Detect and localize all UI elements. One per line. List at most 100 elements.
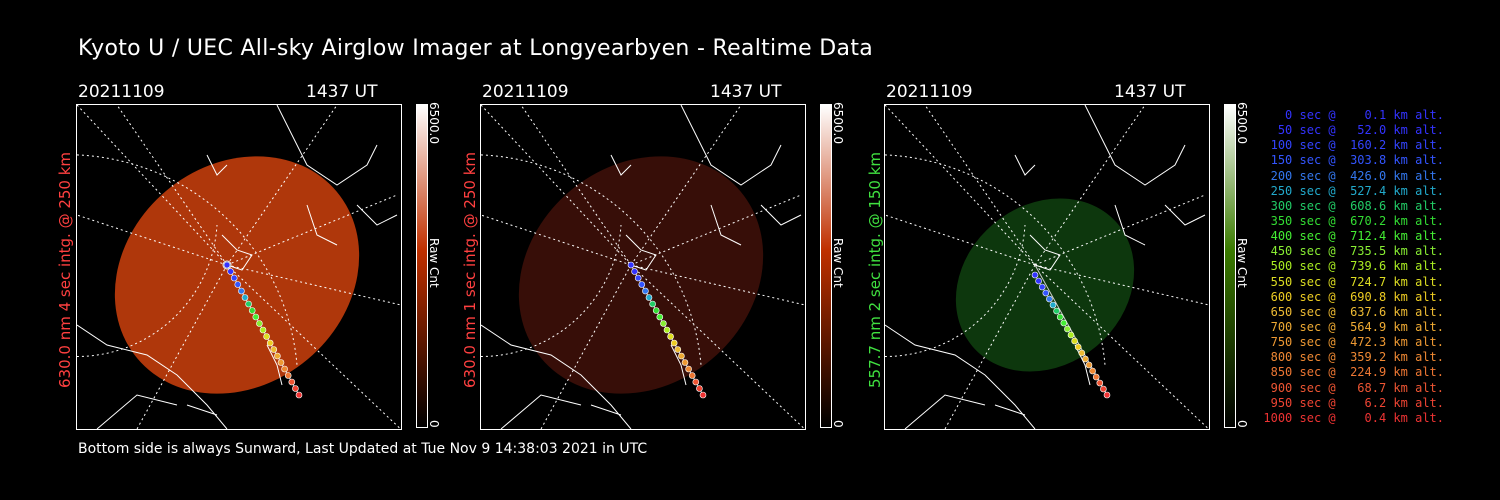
trajectory-point <box>692 378 700 386</box>
panel-3-date: 20211109 <box>886 82 973 102</box>
trajectory-point <box>685 365 692 373</box>
legend-entry: 1000 sec @ 0.4 km alt. <box>1263 410 1444 425</box>
panel-1-colorbar-label: Raw Cnt <box>427 238 441 288</box>
legend-entry: 350 sec @ 670.2 km alt. <box>1263 213 1444 228</box>
trajectory-point <box>248 307 256 314</box>
trajectory-point <box>638 281 646 288</box>
trajectory-point <box>1096 379 1104 387</box>
trajectory-legend: 0 sec @ 0.1 km alt. 50 sec @ 52.0 km alt… <box>1262 108 1444 426</box>
legend-entry: 250 sec @ 527.4 km alt. <box>1263 183 1444 198</box>
legend-entry: 600 sec @ 690.8 km alt. <box>1263 289 1444 304</box>
trajectory-point <box>696 385 703 392</box>
trajectory-point <box>681 359 689 366</box>
trajectory-point <box>642 287 649 295</box>
panel-2-date: 20211109 <box>482 82 569 102</box>
page-title: Kyoto U / UEC All-sky Airglow Imager at … <box>78 36 874 61</box>
trajectory-point <box>1071 337 1078 345</box>
panel-3-side-label: 557.7 nm 2 sec intg. @ 150 km <box>866 151 884 388</box>
panel-2-colorbar <box>820 104 832 428</box>
trajectory-point <box>288 378 296 386</box>
panel-1-side-label: 630.0 nm 4 sec intg. @ 250 km <box>56 151 74 388</box>
panel-3-grid-lines <box>885 105 1209 429</box>
legend-entry: 750 sec @ 472.3 km alt. <box>1263 335 1444 350</box>
panel-1-trajectory <box>222 260 303 399</box>
panel-2-allsky-map <box>480 104 806 430</box>
panel-1-colorbar-min: 0 <box>427 420 441 428</box>
legend-entry: 50 sec @ 52.0 km alt. <box>1263 123 1444 138</box>
trajectory-point <box>256 320 263 327</box>
trajectory-point <box>1049 301 1057 309</box>
panel-2-airglow-image <box>518 156 764 394</box>
legend-entry: 900 sec @ 68.7 km alt. <box>1263 380 1444 395</box>
panel-2-colorbar-min: 0 <box>831 420 845 428</box>
trajectory-point <box>656 313 664 321</box>
trajectory-point <box>1078 349 1086 357</box>
trajectory-point <box>277 359 285 366</box>
trajectory-point <box>674 346 682 353</box>
trajectory-point <box>1046 295 1053 303</box>
panel-1-colorbar <box>416 104 428 428</box>
trajectory-point <box>1060 319 1068 327</box>
trajectory-point <box>284 372 292 379</box>
panel-3-allsky-map <box>884 104 1210 430</box>
legend-entry: 300 sec @ 608.6 km alt. <box>1263 198 1444 213</box>
trajectory-point <box>667 333 674 340</box>
panel-3-coastlines <box>885 105 1206 429</box>
legend-entry: 550 sec @ 724.7 km alt. <box>1263 274 1444 289</box>
panel-3-colorbar-min: 0 <box>1235 420 1249 428</box>
trajectory-point <box>223 261 231 269</box>
trajectory-point <box>227 268 234 275</box>
trajectory-point <box>1103 391 1111 399</box>
trajectory-point <box>645 294 653 301</box>
panel-2-trajectory <box>627 261 707 399</box>
legend-entry: 800 sec @ 359.2 km alt. <box>1263 350 1444 365</box>
trajectory-point <box>1056 313 1064 321</box>
trajectory-point <box>688 372 696 379</box>
trajectory-point <box>652 307 660 314</box>
trajectory-point <box>1035 277 1042 285</box>
panel-2-grid-lines <box>481 105 805 429</box>
footer-update-note: Bottom side is always Sunward, Last Upda… <box>78 441 648 457</box>
trajectory-point <box>699 391 707 399</box>
trajectory-point <box>1092 373 1100 381</box>
legend-entry: 150 sec @ 303.8 km alt. <box>1263 153 1444 168</box>
panel-2-colorbar-max: 6500.0 <box>831 102 845 144</box>
trajectory-point <box>266 339 274 347</box>
legend-entry: 450 sec @ 735.5 km alt. <box>1263 244 1444 259</box>
legend-entry: 850 sec @ 224.9 km alt. <box>1263 365 1444 380</box>
trajectory-point <box>1082 355 1089 363</box>
trajectory-point <box>281 365 288 373</box>
trajectory-point <box>627 261 635 269</box>
panel-3-trajectory <box>1031 264 1111 399</box>
panel-3-colorbar <box>1224 104 1236 428</box>
panel-3-time: 1437 UT <box>1114 82 1186 102</box>
legend-entry: 400 sec @ 712.4 km alt. <box>1263 229 1444 244</box>
trajectory-point <box>1089 367 1096 375</box>
trajectory-point <box>1074 343 1082 351</box>
trajectory-point <box>270 346 278 353</box>
trajectory-point <box>663 326 671 334</box>
trajectory-point <box>670 339 678 347</box>
legend-entry: 0 sec @ 0.1 km alt. <box>1263 108 1444 122</box>
trajectory-point <box>234 281 242 288</box>
panel-3-airglow-image <box>955 198 1135 372</box>
trajectory-point <box>649 300 656 308</box>
panel-1-colorbar-max: 6500.0 <box>427 102 441 144</box>
trajectory-point <box>1042 289 1050 297</box>
trajectory-point <box>292 385 299 392</box>
trajectory-point <box>634 274 642 282</box>
trajectory-point <box>660 320 667 327</box>
trajectory-point <box>230 274 238 282</box>
trajectory-point <box>1038 283 1046 291</box>
panel-1-date: 20211109 <box>78 82 165 102</box>
panel-3-colorbar-max: 6500.0 <box>1235 102 1249 144</box>
trajectory-point <box>1053 307 1060 315</box>
legend-entry: 200 sec @ 426.0 km alt. <box>1263 168 1444 183</box>
panel-2-time: 1437 UT <box>710 82 782 102</box>
panel-2-colorbar-label: Raw Cnt <box>831 238 845 288</box>
panel-2-side-label: 630.0 nm 1 sec intg. @ 250 km <box>461 151 479 388</box>
trajectory-point <box>295 391 303 399</box>
panel-1-coastlines <box>77 105 398 429</box>
trajectory-point <box>274 352 281 360</box>
legend-entry: 500 sec @ 739.6 km alt. <box>1263 259 1444 274</box>
